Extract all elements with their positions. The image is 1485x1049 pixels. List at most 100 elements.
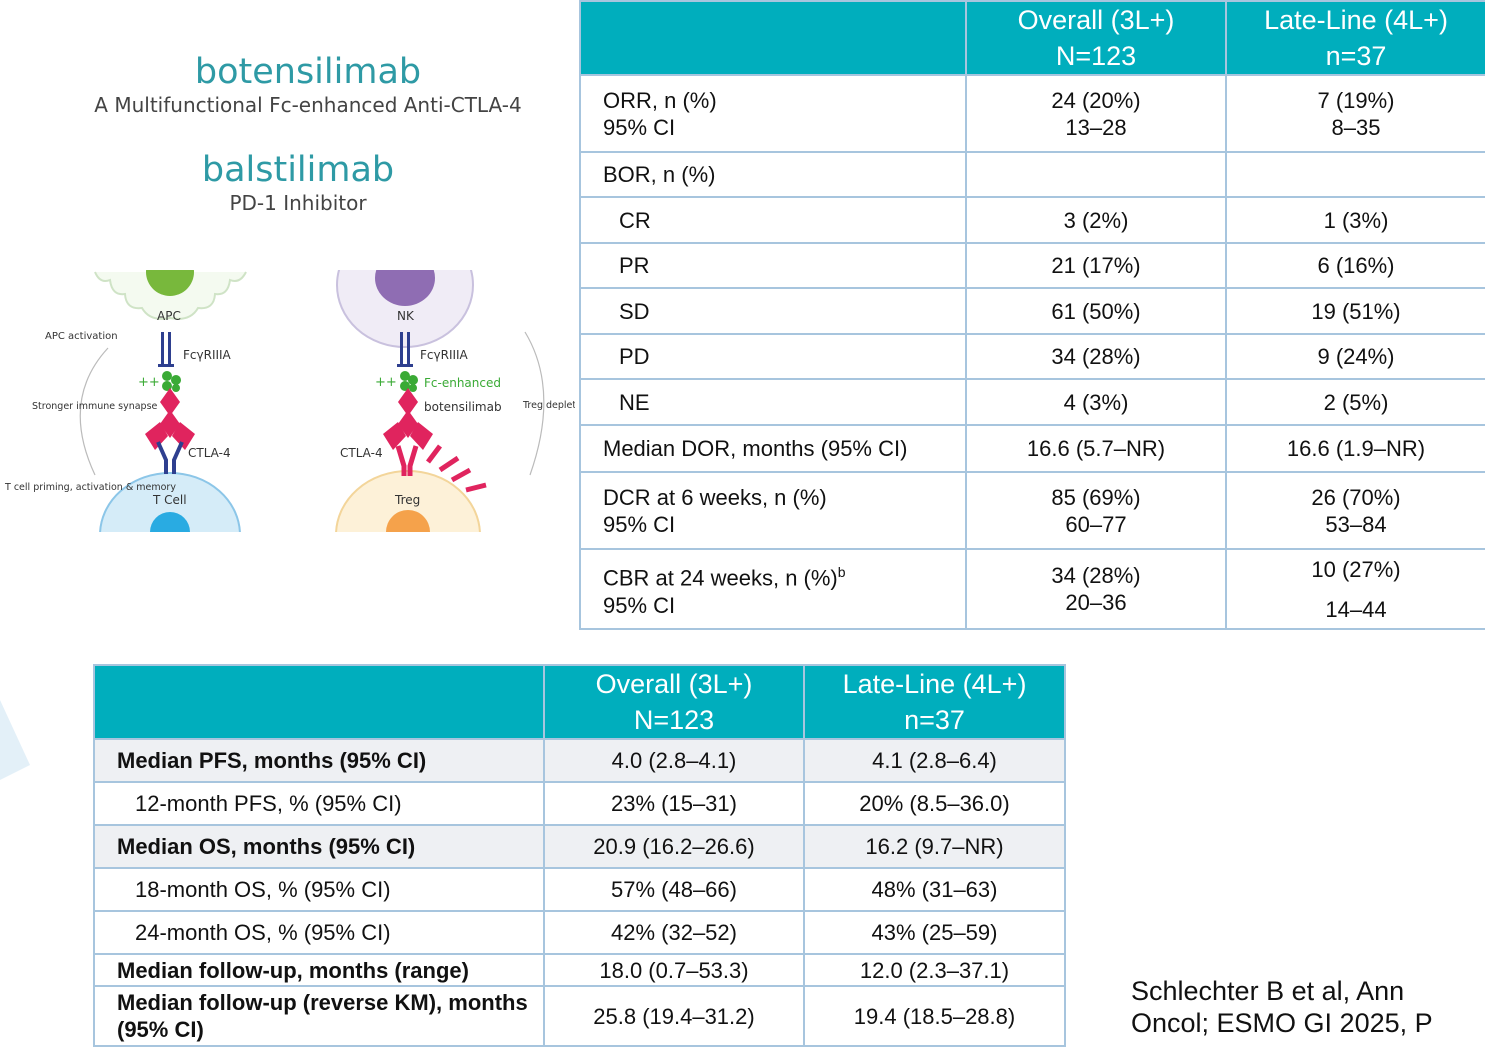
fc-receptor-label: FcγRIIIA (420, 348, 469, 362)
late-line-value (1225, 151, 1485, 198)
drug-label: botensilimab (424, 400, 502, 414)
drug-balstilimab: balstilimab PD-1 Inhibitor (60, 150, 536, 216)
row-label: 18-month OS, % (95% CI) (93, 867, 545, 912)
drug-description: A Multifunctional Fc-enhanced Anti-CTLA-… (94, 93, 522, 117)
overall-value: 16.6 (5.7–NR) (965, 424, 1227, 473)
table-row: CR 3 (2%) 1 (3%) (579, 196, 1485, 244)
fc-receptor-label: FcγRIIIA (183, 348, 232, 362)
late-line-value: 1 (3%) (1225, 196, 1485, 244)
drug-name: balstilimab (201, 150, 395, 190)
fc-enhanced-marker-icon: ++ (138, 371, 181, 392)
fc-enhanced-label: Fc-enhanced (424, 376, 501, 390)
svg-text:++: ++ (375, 375, 397, 390)
late-line-value: 26 (70%) 53–84 (1225, 471, 1485, 550)
overall-value: 42% (32–52) (543, 910, 805, 955)
overall-value: 20.9 (16.2–26.6) (543, 824, 805, 869)
survival-table: Overall (3L+) N=123 Late-Line (4L+) n=37 M… (93, 664, 1066, 1047)
row-label: PD (579, 333, 967, 380)
synapse-label: Stronger immune synapse (32, 401, 158, 412)
late-line-value: 43% (25–59) (803, 910, 1066, 955)
fc-receptor-icon (397, 332, 413, 367)
table-row: Median follow-up (reverse KM), months (9… (93, 985, 1066, 1047)
row-label: Median DOR, months (95% CI) (579, 424, 967, 473)
tcell-label: T Cell (152, 493, 187, 507)
table-row: NE 4 (3%) 2 (5%) (579, 378, 1485, 426)
overall-value: 61 (50%) (965, 287, 1227, 335)
row-label: Median follow-up (reverse KM), months (9… (93, 985, 545, 1047)
ctla4-label: CTLA-4 (340, 446, 383, 460)
table-row: 12-month PFS, % (95% CI) 23% (15–31) 20%… (93, 781, 1066, 826)
row-label: ORR, n (%) 95% CI (579, 74, 967, 153)
row-label: SD (579, 287, 967, 335)
table-row: Median PFS, months (95% CI) 4.0 (2.8–4.1… (93, 738, 1066, 783)
nk-cell-icon (336, 270, 474, 348)
nk-label: NK (397, 309, 415, 323)
header-late-line: Late-Line (4L+) n=37 (803, 664, 1066, 740)
row-label: 12-month PFS, % (95% CI) (93, 781, 545, 826)
overall-value (965, 151, 1227, 198)
late-line-value: 4.1 (2.8–6.4) (803, 738, 1066, 783)
antibody-icon (383, 388, 433, 450)
late-line-value: 7 (19%) 8–35 (1225, 74, 1485, 153)
row-label: Median OS, months (95% CI) (93, 824, 545, 869)
table-row: BOR, n (%) (579, 151, 1485, 198)
drug-name: botensilimab (194, 52, 422, 92)
overall-value: 4 (3%) (965, 378, 1227, 426)
table-row: 18-month OS, % (95% CI) 57% (48–66) 48% … (93, 867, 1066, 912)
table-row: Median follow-up, months (range) 18.0 (0… (93, 953, 1066, 987)
tcell-cell-icon (99, 472, 241, 532)
nk-nucleus-icon (375, 270, 435, 306)
drug-botensilimab: botensilimab A Multifunctional Fc-enhanc… (60, 52, 556, 118)
row-label: Median follow-up, months (range) (93, 953, 545, 987)
row-label: NE (579, 378, 967, 426)
svg-text:++: ++ (138, 375, 160, 390)
overall-value: 23% (15–31) (543, 781, 805, 826)
table-row: DCR at 6 weeks, n (%) 95% CI 85 (69%) 60–7… (579, 471, 1485, 550)
late-line-value: 2 (5%) (1225, 378, 1485, 426)
late-line-value: 10 (27%) 14–44 (1225, 548, 1485, 630)
footnote-marker: b (837, 564, 846, 581)
row-label: 24-month OS, % (95% CI) (93, 910, 545, 955)
table-row: Median DOR, months (95% CI) 16.6 (5.7–NR… (579, 424, 1485, 473)
apc-label: APC (157, 309, 181, 323)
antibody-icon (145, 388, 195, 450)
late-line-value: 19 (51%) (1225, 287, 1485, 335)
table-row: PR 21 (17%) 6 (16%) (579, 242, 1485, 289)
table-row: CBR at 24 weeks, n (%)b 95% CI 34 (28%) 20… (579, 548, 1485, 630)
table-header-row: Overall (3L+) N=123 Late-Line (4L+) n=37 (93, 664, 1066, 740)
citation: Schlechter B et al, Ann Oncol; ESMO GI 2… (1131, 976, 1433, 1038)
header-label-cell (579, 0, 967, 76)
drug-description: PD-1 Inhibitor (229, 191, 367, 215)
overall-value: 21 (17%) (965, 242, 1227, 289)
overall-value: 24 (20%) 13–28 (965, 74, 1227, 153)
overall-value: 25.8 (19.4–31.2) (543, 985, 805, 1047)
header-late-line: Late-Line (4L+) n=37 (1225, 0, 1485, 76)
table-row: Median OS, months (95% CI) 20.9 (16.2–26… (93, 824, 1066, 869)
header-overall: Overall (3L+) N=123 (543, 664, 805, 740)
row-label: DCR at 6 weeks, n (%) 95% CI (579, 471, 967, 550)
curved-arrow-icon (524, 331, 545, 476)
overall-value: 3 (2%) (965, 196, 1227, 244)
fc-enhanced-marker-icon: ++ (375, 371, 418, 392)
late-line-value: 48% (31–63) (803, 867, 1066, 912)
decorative-triangle (0, 700, 30, 780)
row-label: CR (579, 196, 967, 244)
priming-label: T cell priming, activation & memory (4, 482, 176, 493)
row-label: Median PFS, months (95% CI) (93, 738, 545, 783)
row-label: CBR at 24 weeks, n (%)b 95% CI (579, 548, 967, 630)
overall-value: 18.0 (0.7–53.3) (543, 953, 805, 987)
apc-nucleus-icon (146, 270, 194, 296)
overall-value: 34 (28%) 20–36 (965, 548, 1227, 630)
overall-value: 4.0 (2.8–4.1) (543, 738, 805, 783)
late-line-value: 6 (16%) (1225, 242, 1485, 289)
curved-arrow-icon (79, 347, 109, 476)
table-row: 24-month OS, % (95% CI) 42% (32–52) 43% … (93, 910, 1066, 955)
late-line-value: 12.0 (2.3–37.1) (803, 953, 1066, 987)
table-header-row: Overall (3L+) N=123 Late-Line (4L+) n=37 (579, 0, 1485, 76)
overall-value: 34 (28%) (965, 333, 1227, 380)
mechanism-diagram: APC APC activation Stronger immune synap… (4, 270, 575, 532)
treg-label: Treg (394, 493, 420, 507)
fc-receptor-icon (158, 332, 174, 367)
table-row: SD 61 (50%) 19 (51%) (579, 287, 1485, 335)
overall-value: 57% (48–66) (543, 867, 805, 912)
